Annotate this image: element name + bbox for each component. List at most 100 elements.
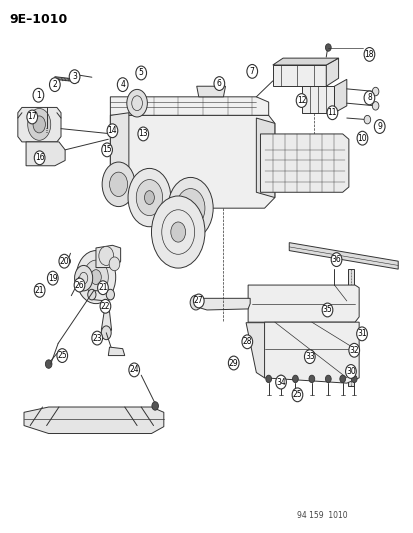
Text: 4: 4 — [120, 80, 125, 89]
Polygon shape — [110, 113, 128, 171]
Polygon shape — [260, 134, 348, 192]
Circle shape — [50, 78, 60, 92]
Polygon shape — [55, 77, 78, 82]
Circle shape — [193, 294, 204, 308]
Text: 27: 27 — [194, 296, 203, 305]
Polygon shape — [24, 407, 164, 433]
Ellipse shape — [109, 257, 119, 271]
Polygon shape — [91, 290, 113, 301]
Text: 26: 26 — [74, 280, 84, 289]
Text: 5: 5 — [138, 68, 143, 77]
Ellipse shape — [371, 102, 378, 110]
Ellipse shape — [351, 375, 356, 383]
Circle shape — [69, 70, 80, 84]
Circle shape — [59, 254, 69, 268]
Ellipse shape — [168, 177, 213, 239]
Polygon shape — [101, 301, 112, 334]
Text: 9: 9 — [376, 122, 381, 131]
Circle shape — [363, 91, 374, 105]
Circle shape — [241, 335, 252, 349]
Circle shape — [97, 281, 108, 295]
Circle shape — [321, 303, 332, 317]
Circle shape — [348, 343, 359, 357]
Ellipse shape — [292, 375, 298, 383]
Text: 6: 6 — [216, 79, 221, 88]
Circle shape — [246, 64, 257, 78]
Circle shape — [304, 350, 314, 364]
Ellipse shape — [339, 375, 345, 383]
Text: 17: 17 — [27, 112, 37, 122]
Polygon shape — [96, 245, 120, 268]
Polygon shape — [289, 243, 397, 269]
Circle shape — [57, 349, 67, 362]
Circle shape — [128, 363, 139, 377]
Text: 14: 14 — [107, 126, 117, 135]
Text: 19: 19 — [48, 273, 57, 282]
Ellipse shape — [363, 115, 370, 124]
Ellipse shape — [28, 109, 51, 140]
Ellipse shape — [99, 246, 114, 265]
Text: 35: 35 — [322, 305, 332, 314]
Text: 12: 12 — [296, 96, 306, 105]
Ellipse shape — [152, 402, 158, 410]
Polygon shape — [245, 322, 274, 378]
Ellipse shape — [136, 180, 162, 216]
Circle shape — [292, 388, 302, 402]
Circle shape — [373, 119, 384, 133]
Polygon shape — [264, 322, 358, 383]
Ellipse shape — [76, 251, 115, 304]
Circle shape — [100, 300, 111, 313]
Polygon shape — [110, 115, 274, 208]
Polygon shape — [194, 298, 249, 310]
Text: 29: 29 — [228, 359, 238, 367]
Polygon shape — [301, 86, 334, 113]
Ellipse shape — [308, 375, 314, 383]
Circle shape — [74, 278, 85, 292]
Ellipse shape — [74, 265, 93, 291]
Ellipse shape — [83, 260, 108, 294]
Ellipse shape — [196, 295, 202, 304]
Ellipse shape — [102, 162, 135, 207]
Text: 15: 15 — [102, 146, 112, 155]
Polygon shape — [334, 79, 346, 113]
Circle shape — [326, 106, 337, 119]
Circle shape — [345, 365, 356, 378]
Polygon shape — [347, 269, 354, 386]
Ellipse shape — [190, 295, 201, 310]
Polygon shape — [26, 142, 65, 166]
Circle shape — [296, 94, 306, 108]
Circle shape — [356, 131, 367, 145]
Circle shape — [356, 327, 366, 341]
Ellipse shape — [176, 189, 204, 228]
Ellipse shape — [88, 289, 96, 300]
Polygon shape — [272, 65, 325, 86]
Text: 18: 18 — [364, 50, 373, 59]
Text: 23: 23 — [92, 334, 102, 343]
Text: 31: 31 — [356, 329, 366, 338]
Circle shape — [138, 127, 148, 141]
Polygon shape — [110, 97, 268, 115]
Text: 25: 25 — [292, 390, 301, 399]
Circle shape — [135, 66, 146, 80]
Text: 94 159  1010: 94 159 1010 — [297, 511, 347, 520]
Polygon shape — [256, 118, 274, 198]
Circle shape — [34, 284, 45, 297]
Circle shape — [330, 253, 341, 266]
Polygon shape — [247, 285, 358, 322]
Text: 16: 16 — [35, 154, 44, 163]
Text: 2: 2 — [52, 80, 57, 89]
Circle shape — [363, 47, 374, 61]
Text: 25: 25 — [57, 351, 67, 360]
Ellipse shape — [90, 270, 101, 285]
Polygon shape — [18, 108, 61, 142]
Polygon shape — [325, 58, 338, 86]
Ellipse shape — [33, 116, 45, 133]
Circle shape — [33, 88, 44, 102]
Ellipse shape — [45, 360, 52, 368]
Text: 21: 21 — [35, 286, 44, 295]
Ellipse shape — [171, 222, 185, 242]
Text: 1: 1 — [36, 91, 40, 100]
Text: 7: 7 — [249, 67, 254, 76]
Ellipse shape — [229, 357, 237, 367]
Circle shape — [107, 124, 117, 138]
